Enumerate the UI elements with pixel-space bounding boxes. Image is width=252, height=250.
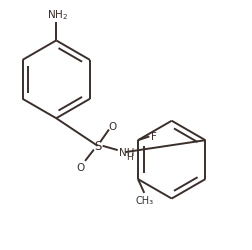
Text: H: H <box>125 152 132 162</box>
Text: F: F <box>150 132 156 141</box>
Text: S: S <box>93 140 101 153</box>
Text: NH$_2$: NH$_2$ <box>47 8 68 22</box>
Text: O: O <box>108 121 116 131</box>
Text: NH: NH <box>118 148 134 158</box>
Text: O: O <box>76 162 84 172</box>
Text: CH₃: CH₃ <box>135 196 153 205</box>
